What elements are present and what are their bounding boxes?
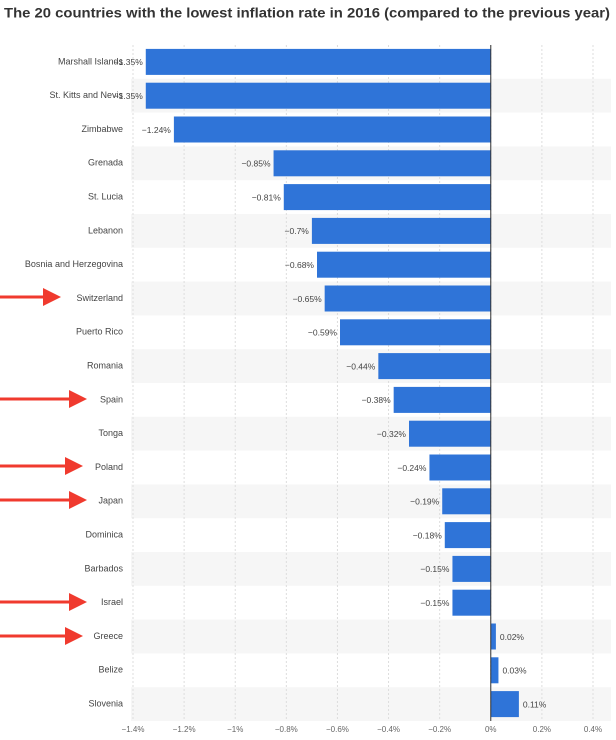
x-tick-label: −1% <box>227 725 243 734</box>
bar <box>145 48 491 75</box>
value-label: −0.85% <box>241 159 271 169</box>
x-tick-label: −1.4% <box>122 725 145 734</box>
y-tick-label: St. Lucia <box>88 191 123 201</box>
x-tick-label: 0.2% <box>533 725 551 734</box>
value-label: −0.24% <box>397 463 427 473</box>
value-label: −1.35% <box>114 57 144 67</box>
row-background <box>131 552 611 586</box>
bar <box>283 184 491 211</box>
value-label: −0.15% <box>420 598 450 608</box>
row-background <box>131 619 611 654</box>
bar <box>311 217 491 244</box>
bar <box>393 386 491 413</box>
value-label: −0.15% <box>420 564 450 574</box>
value-label: 0.02% <box>500 632 525 642</box>
value-label: −0.68% <box>285 260 315 270</box>
value-label: −0.18% <box>413 530 443 540</box>
bar <box>452 555 491 582</box>
x-tick-label: −0.6% <box>326 725 349 734</box>
value-label: −1.24% <box>142 125 172 135</box>
y-tick-label: Zimbabwe <box>81 124 123 134</box>
y-tick-label: St. Kitts and Nevis <box>49 90 123 100</box>
y-tick-label: Tonga <box>98 428 123 438</box>
bar <box>145 82 491 109</box>
row-background <box>131 484 611 519</box>
y-tick-label: Switzerland <box>76 293 123 303</box>
value-label: −0.59% <box>308 328 338 338</box>
row-background <box>131 349 611 383</box>
y-tick-label: Poland <box>95 462 123 472</box>
y-tick-label: Bosnia and Herzegovina <box>25 259 123 269</box>
bar <box>490 623 496 650</box>
value-label: 0.11% <box>523 699 547 709</box>
chart-title: The 20 countries with the lowest inflati… <box>4 5 610 21</box>
bar <box>429 454 491 481</box>
bar <box>340 319 491 346</box>
value-label: −0.81% <box>252 192 282 202</box>
bar <box>173 116 491 143</box>
x-tick-label: 0% <box>485 725 497 734</box>
x-tick-label: −0.2% <box>428 725 451 734</box>
value-label: −0.7% <box>285 226 310 236</box>
value-label: −0.44% <box>346 361 376 371</box>
y-tick-label: Barbados <box>84 563 123 573</box>
annotation-arrows <box>0 288 87 645</box>
bar <box>490 657 499 684</box>
value-label: −0.65% <box>293 294 323 304</box>
bar <box>273 150 491 177</box>
y-tick-label: Japan <box>98 496 123 506</box>
row-backgrounds <box>131 78 611 721</box>
bar <box>442 488 491 515</box>
bar <box>324 285 491 312</box>
y-tick-label: Greece <box>93 631 123 641</box>
y-tick-label: Slovenia <box>88 698 123 708</box>
x-tick-label: −0.8% <box>275 725 298 734</box>
bar <box>444 522 491 549</box>
bar <box>409 420 491 447</box>
bar <box>490 691 519 718</box>
y-tick-label: Marshall Islands <box>58 56 124 66</box>
x-tick-label: −0.4% <box>377 725 400 734</box>
y-tick-label: Romania <box>87 360 123 370</box>
x-tick-label: 0.4% <box>584 725 602 734</box>
y-tick-label: Belize <box>98 665 123 675</box>
y-tick-label: Lebanon <box>88 225 123 235</box>
y-tick-label: Dominica <box>85 529 123 539</box>
bar <box>378 353 491 380</box>
y-tick-label: Spain <box>100 394 123 404</box>
value-label: −0.32% <box>377 429 407 439</box>
x-tick-label: −1.2% <box>173 725 196 734</box>
y-tick-label: Grenada <box>88 158 123 168</box>
y-tick-label: Israel <box>101 597 123 607</box>
row-background <box>131 416 611 451</box>
value-label: −0.19% <box>410 497 440 507</box>
y-tick-label: Puerto Rico <box>76 327 123 337</box>
bar <box>452 589 491 616</box>
value-label: −1.35% <box>114 91 144 101</box>
row-background <box>131 687 611 721</box>
value-label: −0.38% <box>362 395 392 405</box>
value-label: 0.03% <box>502 666 527 676</box>
bar <box>317 251 491 278</box>
